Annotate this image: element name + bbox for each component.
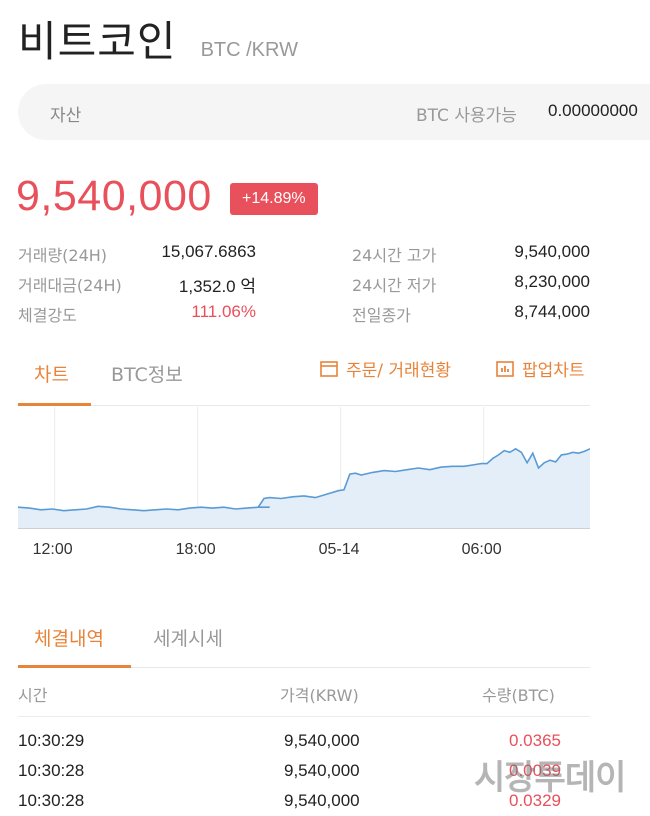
col-header-qty: 수량(BTC) [482,686,555,705]
col-header-time: 시간 [18,686,48,705]
trade-price: 9,540,000 [284,731,360,750]
prev-close-value: 8,744,000 [514,302,590,321]
volume-label: 거래량(24H) [18,246,108,265]
order-status-link[interactable]: 주문/ 거래현황 [320,356,451,381]
change-badge: +14.89% [230,183,318,215]
amount-value: 1,352.0 억 [178,277,256,296]
strength-label: 체결강도 [18,306,77,325]
trade-time: 10:30:28 [18,791,85,810]
tab-world-price[interactable]: 세계시세 [153,628,223,650]
volume-value: 15,067.6863 [161,242,256,261]
available-value: 0.00000000 [548,101,638,120]
prev-close-label: 전일종가 [352,306,411,325]
window-icon [320,360,338,377]
strength-value: 111.06% [191,302,256,321]
watermark-logo: 시장투데이 [474,758,626,798]
price-area [18,448,590,529]
popup-chart-link[interactable]: 팝업차트 [496,356,585,381]
trade-time: 10:30:29 [18,731,85,750]
available-label: BTC 사용가능 [416,106,517,126]
x-tick-label: 06:00 [461,541,502,558]
tab-underline [18,403,91,406]
trade-price: 9,540,000 [284,791,360,810]
asset-bar: 자산 BTC 사용가능 0.00000000 [18,84,650,140]
page-header: 비트코인 BTC /KRW [18,8,298,68]
price-chart[interactable] [18,407,590,529]
trade-time: 10:30:28 [18,761,85,780]
order-status-label: 주문/ 거래현황 [346,361,451,381]
bar-chart-icon [496,360,514,377]
coin-pair: BTC /KRW [200,39,298,61]
amount-label: 거래대금(24H) [18,276,122,295]
chart-tabs: 차트 BTC정보 [18,346,590,406]
divider [18,716,590,717]
asset-label: 자산 [50,106,82,126]
trade-qty: 0.0039 [509,761,561,780]
coin-name: 비트코인 [18,17,177,66]
x-tick-label: 18:00 [175,541,216,558]
x-tick-label: 12:00 [32,541,73,558]
low-label: 24시간 저가 [352,276,437,295]
price-line [18,447,590,512]
high-value: 9,540,000 [514,242,590,261]
tab-underline [18,665,131,668]
low-value: 8,230,000 [514,272,590,291]
current-price: 9,540,000 [16,172,212,220]
col-header-price: 가격(KRW) [280,686,359,705]
x-tick-label: 05-14 [318,541,360,558]
trade-qty: 0.0365 [509,731,561,750]
high-label: 24시간 고가 [352,246,437,265]
tab-chart[interactable]: 차트 [34,364,69,386]
trade-qty: 0.0329 [509,791,561,810]
trade-price: 9,540,000 [284,761,360,780]
popup-chart-label: 팝업차트 [522,361,585,381]
tab-trades[interactable]: 체결내역 [34,628,104,650]
trade-tabs: 체결내역 세계시세 [18,610,590,668]
tab-btc-info[interactable]: BTC정보 [111,364,183,386]
